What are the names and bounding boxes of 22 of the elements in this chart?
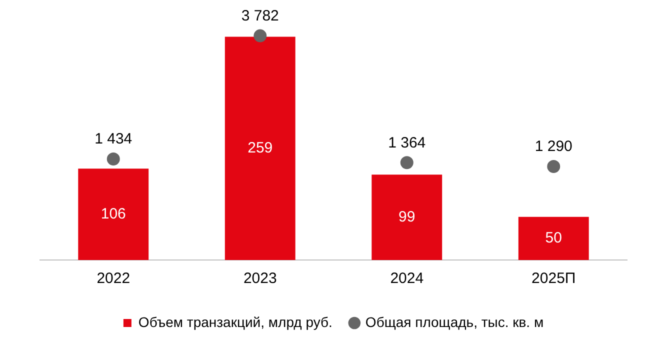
- legend-label: Объем транзакций, млрд руб.: [138, 314, 332, 330]
- bar: [518, 216, 589, 260]
- data-label: 99: [398, 208, 416, 226]
- x-tick-label: 2022: [96, 270, 130, 288]
- point: [547, 160, 560, 174]
- data-label: 1 290: [534, 138, 572, 156]
- bar: [372, 174, 442, 260]
- point: [106, 152, 120, 166]
- data-label: 106: [100, 205, 126, 222]
- data-label: 3 782: [241, 7, 279, 24]
- point: [254, 29, 267, 42]
- data-label: 1 434: [94, 130, 132, 148]
- legend-label: Общая площадь, тыс. кв. м: [365, 314, 544, 330]
- point: [400, 156, 414, 170]
- data-label: 259: [248, 140, 273, 157]
- bar: [224, 36, 296, 260]
- x-tick-label: 2023: [243, 270, 277, 288]
- bar: [78, 168, 149, 260]
- x-tick-label: 2024: [390, 270, 424, 288]
- x-tick-label: 2025П: [532, 270, 576, 288]
- data-label: 50: [545, 230, 562, 247]
- data-label: 1 364: [388, 134, 426, 152]
